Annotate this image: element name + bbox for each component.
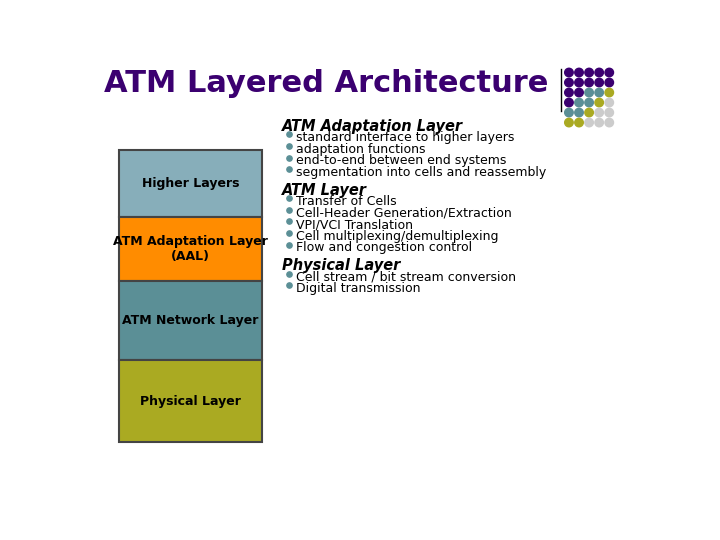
- Text: adaptation functions: adaptation functions: [296, 143, 426, 156]
- Text: Cell stream / bit stream conversion: Cell stream / bit stream conversion: [296, 271, 516, 284]
- Circle shape: [605, 78, 613, 87]
- Text: Cell multiplexing/demultiplexing: Cell multiplexing/demultiplexing: [296, 230, 499, 242]
- Circle shape: [605, 118, 613, 127]
- Circle shape: [585, 78, 593, 87]
- Circle shape: [595, 98, 603, 107]
- Text: Physical Layer: Physical Layer: [140, 395, 240, 408]
- Text: Flow and congestion control: Flow and congestion control: [296, 241, 472, 254]
- Circle shape: [595, 88, 603, 97]
- Circle shape: [585, 98, 593, 107]
- Text: standard interface to higher layers: standard interface to higher layers: [296, 131, 515, 144]
- Circle shape: [585, 109, 593, 117]
- Circle shape: [595, 68, 603, 77]
- Circle shape: [575, 78, 583, 87]
- Text: Higher Layers: Higher Layers: [142, 177, 239, 190]
- Circle shape: [575, 98, 583, 107]
- Circle shape: [564, 109, 573, 117]
- Text: ATM Adaptation Layer: ATM Adaptation Layer: [282, 119, 464, 134]
- Circle shape: [605, 88, 613, 97]
- Circle shape: [564, 98, 573, 107]
- Circle shape: [564, 68, 573, 77]
- Bar: [119, 281, 262, 360]
- Circle shape: [575, 109, 583, 117]
- Text: ATM Layer: ATM Layer: [282, 183, 367, 198]
- Text: segmentation into cells and reassembly: segmentation into cells and reassembly: [296, 166, 546, 179]
- Circle shape: [605, 98, 613, 107]
- Text: ATM Layered Architecture: ATM Layered Architecture: [104, 69, 549, 98]
- Text: VPI/VCI Translation: VPI/VCI Translation: [296, 218, 413, 231]
- Text: ATM Adaptation Layer
(AAL): ATM Adaptation Layer (AAL): [113, 235, 268, 263]
- Text: end-to-end between end systems: end-to-end between end systems: [296, 154, 507, 167]
- Circle shape: [585, 118, 593, 127]
- Circle shape: [564, 118, 573, 127]
- Text: ATM Network Layer: ATM Network Layer: [122, 314, 258, 327]
- Text: Digital transmission: Digital transmission: [296, 282, 420, 295]
- Text: Cell-Header Generation/Extraction: Cell-Header Generation/Extraction: [296, 206, 512, 219]
- Bar: [119, 150, 262, 217]
- Circle shape: [575, 118, 583, 127]
- Bar: [119, 360, 262, 442]
- Circle shape: [605, 68, 613, 77]
- Circle shape: [595, 109, 603, 117]
- Circle shape: [595, 118, 603, 127]
- Circle shape: [575, 88, 583, 97]
- Circle shape: [605, 109, 613, 117]
- Circle shape: [564, 78, 573, 87]
- Circle shape: [585, 68, 593, 77]
- Text: Physical Layer: Physical Layer: [282, 258, 400, 273]
- Circle shape: [575, 68, 583, 77]
- Text: Transfer of Cells: Transfer of Cells: [296, 195, 397, 208]
- Circle shape: [585, 88, 593, 97]
- Circle shape: [595, 78, 603, 87]
- Bar: [119, 217, 262, 281]
- Circle shape: [564, 88, 573, 97]
